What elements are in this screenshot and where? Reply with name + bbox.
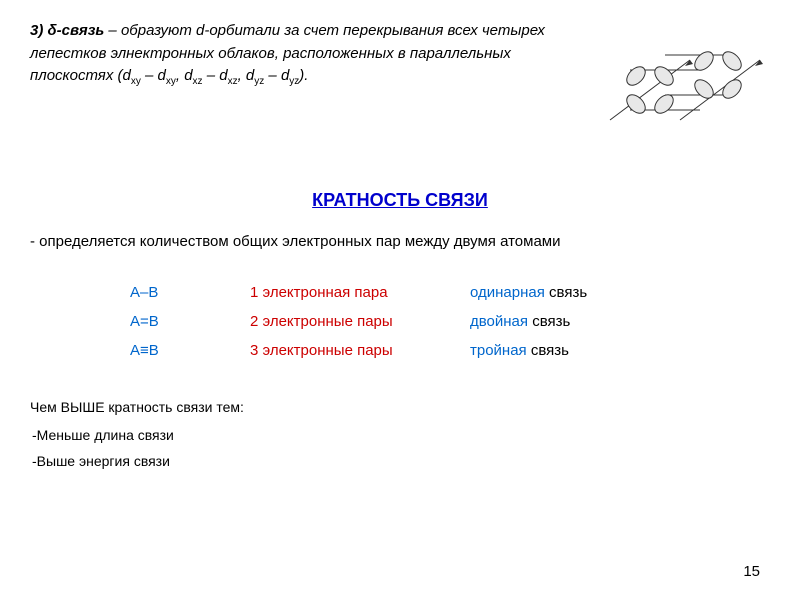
bond-type-highlight: тройная <box>470 342 527 359</box>
bond-pairs: 3 электронные пары <box>250 342 470 359</box>
bond-type: тройная связь <box>470 342 650 359</box>
sub5: yz <box>254 76 264 87</box>
orbital-diagram <box>600 20 770 150</box>
sub4: xz <box>228 76 238 87</box>
bond-row: A≡B 3 электронные пары тройная связь <box>130 342 770 359</box>
sub6: yz <box>289 76 299 87</box>
definition-term: δ-связь <box>48 22 105 39</box>
bond-pairs: 2 электронные пары <box>250 313 470 330</box>
bond-row: A=B 2 электронные пары двойная связь <box>130 313 770 330</box>
sub3: xz <box>193 76 203 87</box>
page-number: 15 <box>743 563 760 580</box>
bond-formula: A=B <box>130 313 250 330</box>
definition-number: 3) <box>30 22 43 39</box>
bond-table: A–B 1 электронная пара одинарная связь A… <box>130 284 770 359</box>
summary-item: -Меньше длина связи <box>32 427 770 443</box>
summary-title: Чем ВЫШЕ кратность связи тем: <box>30 399 770 415</box>
section-title: КРАТНОСТЬ СВЯЗИ <box>30 190 770 211</box>
bond-formula: A≡B <box>130 342 250 359</box>
top-section: 3) δ-связь – образуют d-орбитали за счет… <box>30 20 770 150</box>
definition-part3: , d <box>176 67 193 84</box>
bond-type-highlight: двойная <box>470 313 528 330</box>
bond-type: двойная связь <box>470 313 650 330</box>
bond-type-rest: связь <box>545 284 587 301</box>
definition-part5: , d <box>238 67 255 84</box>
multiplicity-definition: - определяется количеством общих электро… <box>30 231 770 254</box>
sub1: xy <box>131 76 141 87</box>
summary-section: Чем ВЫШЕ кратность связи тем: -Меньше дл… <box>30 399 770 469</box>
bond-pairs: 1 электронная пара <box>250 284 470 301</box>
bond-formula: A–B <box>130 284 250 301</box>
bond-type-rest: связь <box>527 342 569 359</box>
bond-type-rest: связь <box>528 313 570 330</box>
bond-type-highlight: одинарная <box>470 284 545 301</box>
definition-part6: – d <box>264 67 289 84</box>
definition-text: 3) δ-связь – образуют d-орбитали за счет… <box>30 20 580 150</box>
bond-row: A–B 1 электронная пара одинарная связь <box>130 284 770 301</box>
definition-part7: ). <box>299 67 308 84</box>
summary-item: -Выше энергия связи <box>32 453 770 469</box>
definition-part2: – d <box>141 67 166 84</box>
definition-part4: – d <box>203 67 228 84</box>
sub2: xy <box>166 76 176 87</box>
bond-type: одинарная связь <box>470 284 650 301</box>
